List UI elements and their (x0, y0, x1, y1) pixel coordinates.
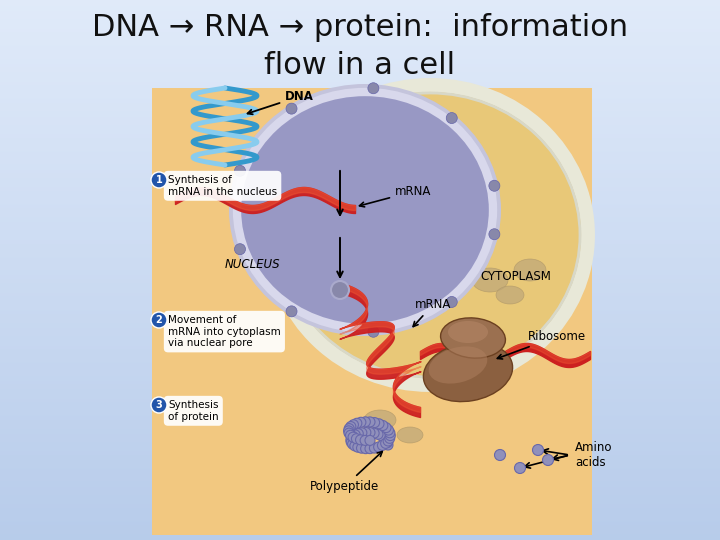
Circle shape (542, 455, 554, 465)
Circle shape (369, 428, 379, 438)
Circle shape (533, 444, 544, 456)
Circle shape (356, 435, 366, 445)
Circle shape (385, 430, 395, 441)
Circle shape (489, 180, 500, 191)
Circle shape (356, 443, 366, 453)
Circle shape (383, 440, 393, 450)
Text: mRNA: mRNA (413, 298, 451, 327)
Circle shape (352, 418, 362, 428)
Ellipse shape (514, 259, 546, 281)
Circle shape (368, 326, 379, 338)
Text: CYTOPLASM: CYTOPLASM (480, 270, 551, 283)
Circle shape (381, 423, 391, 433)
Circle shape (353, 442, 363, 452)
Circle shape (346, 422, 356, 431)
Circle shape (344, 423, 354, 434)
Circle shape (151, 312, 167, 328)
Ellipse shape (448, 321, 488, 343)
Circle shape (374, 442, 384, 452)
Circle shape (373, 429, 383, 440)
Text: Amino
acids: Amino acids (575, 441, 613, 469)
Text: DNA: DNA (248, 90, 314, 114)
Circle shape (344, 428, 354, 438)
Circle shape (346, 437, 356, 447)
Circle shape (350, 441, 360, 451)
Circle shape (348, 431, 358, 442)
Circle shape (377, 441, 387, 450)
Circle shape (446, 112, 457, 124)
Circle shape (384, 425, 393, 435)
Circle shape (286, 306, 297, 317)
Circle shape (369, 417, 379, 428)
Circle shape (378, 421, 388, 430)
Circle shape (377, 431, 387, 441)
Text: 3: 3 (156, 400, 163, 410)
Circle shape (361, 444, 371, 454)
Circle shape (365, 417, 375, 427)
Circle shape (235, 165, 246, 177)
Circle shape (286, 103, 297, 114)
Circle shape (495, 449, 505, 461)
Circle shape (151, 172, 167, 188)
Text: DNA → RNA → protein:  information: DNA → RNA → protein: information (92, 14, 628, 43)
Text: Movement of
mRNA into cytoplasm
via nuclear pore: Movement of mRNA into cytoplasm via nucl… (168, 315, 281, 348)
Circle shape (365, 435, 375, 445)
Ellipse shape (237, 92, 493, 328)
Text: Synthesis of
mRNA in the nucleus: Synthesis of mRNA in the nucleus (168, 175, 277, 197)
Circle shape (379, 433, 390, 443)
Circle shape (348, 439, 358, 449)
Circle shape (348, 420, 359, 430)
Circle shape (385, 428, 395, 438)
Circle shape (343, 426, 354, 436)
Circle shape (382, 437, 392, 448)
Text: NUCLEUS: NUCLEUS (225, 258, 281, 271)
Circle shape (383, 436, 393, 446)
Circle shape (382, 435, 392, 445)
Circle shape (346, 435, 356, 445)
Circle shape (384, 434, 395, 443)
Circle shape (446, 296, 457, 307)
Text: mRNA: mRNA (359, 185, 431, 207)
Circle shape (368, 83, 379, 94)
Circle shape (360, 417, 370, 427)
Text: 2: 2 (156, 315, 163, 325)
Bar (152, 88, 592, 535)
Text: 1: 1 (156, 175, 163, 185)
Circle shape (235, 244, 246, 255)
Circle shape (350, 430, 360, 440)
Ellipse shape (472, 268, 508, 292)
Ellipse shape (397, 427, 423, 443)
Circle shape (515, 462, 526, 474)
Ellipse shape (458, 252, 482, 268)
Circle shape (346, 430, 356, 440)
Ellipse shape (496, 286, 524, 304)
Circle shape (365, 428, 375, 437)
Text: Synthesis
of protein: Synthesis of protein (168, 400, 219, 422)
Ellipse shape (272, 85, 588, 385)
Circle shape (348, 432, 358, 442)
Circle shape (331, 281, 349, 299)
Ellipse shape (229, 84, 501, 336)
Circle shape (356, 417, 366, 427)
Circle shape (360, 435, 370, 445)
Text: flow in a cell: flow in a cell (264, 51, 456, 79)
Circle shape (354, 429, 364, 438)
Circle shape (361, 428, 371, 437)
Text: Ribosome: Ribosome (498, 330, 586, 359)
Circle shape (357, 428, 367, 438)
Circle shape (381, 438, 391, 448)
Circle shape (374, 419, 384, 429)
Circle shape (365, 444, 375, 454)
Ellipse shape (428, 346, 487, 383)
Ellipse shape (423, 342, 513, 402)
Circle shape (351, 434, 361, 444)
Text: Polypeptide: Polypeptide (310, 451, 382, 493)
Circle shape (346, 433, 356, 443)
Circle shape (489, 229, 500, 240)
Ellipse shape (441, 318, 505, 358)
Circle shape (151, 397, 167, 413)
Circle shape (369, 443, 379, 453)
Ellipse shape (364, 410, 396, 430)
